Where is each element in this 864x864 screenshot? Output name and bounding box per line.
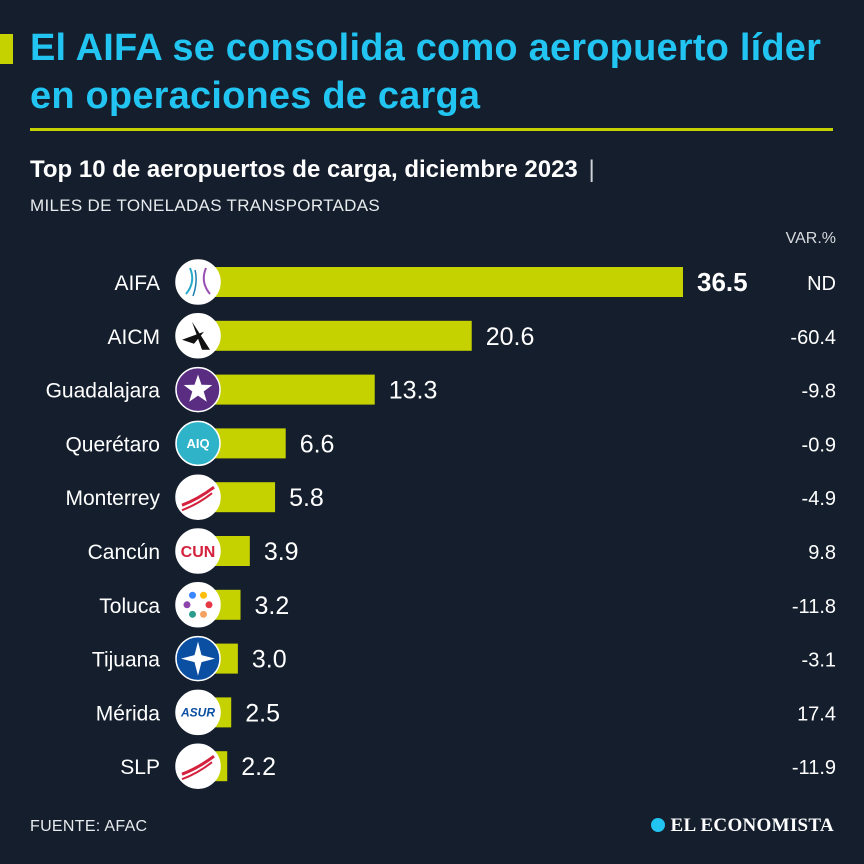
- subtitle-pipe: |: [588, 156, 595, 183]
- slp-logo-icon: [175, 743, 221, 789]
- category-label-3: Querétaro: [65, 433, 160, 456]
- category-label-1: AICM: [108, 326, 161, 349]
- category-label-8: Mérida: [96, 702, 161, 725]
- source-note: FUENTE: AFAC: [30, 818, 148, 835]
- variation-header: VAR.%: [785, 230, 836, 247]
- value-label-4: 5.8: [289, 484, 324, 512]
- value-label-5: 3.9: [264, 538, 299, 566]
- value-label-0: 36.5: [697, 267, 748, 297]
- variation-label-6: -11.8: [792, 596, 836, 618]
- bar-2: [198, 374, 375, 405]
- bar-1: [198, 320, 472, 351]
- brand-icon: [650, 818, 665, 832]
- value-label-1: 20.6: [486, 323, 535, 351]
- cancun-logo-text: CUN: [181, 544, 216, 561]
- units-label: MILES DE TONELADAS TRANSPORTADAS: [30, 196, 381, 215]
- category-label-0: AIFA: [114, 272, 160, 295]
- monterrey-logo-icon: [175, 474, 221, 520]
- value-label-2: 13.3: [389, 377, 438, 405]
- merida-logo-text: ASUR: [180, 706, 215, 720]
- bar-0: [198, 267, 683, 297]
- variation-label-2: -9.8: [802, 381, 836, 403]
- variation-label-1: -60.4: [790, 327, 836, 349]
- value-label-6: 3.2: [255, 592, 290, 620]
- merida-logo-icon: ASUR: [175, 689, 221, 736]
- variation-label-5: 9.8: [808, 542, 836, 564]
- tijuana-logo-icon: [175, 635, 221, 682]
- queretaro-logo-icon: AIQ: [175, 420, 221, 467]
- variation-label-0: ND: [807, 273, 836, 295]
- category-label-7: Tijuana: [92, 649, 160, 672]
- queretaro-logo-text: AIQ: [186, 436, 209, 451]
- category-label-5: Cancún: [88, 541, 160, 564]
- category-label-4: Monterrey: [65, 487, 160, 510]
- title-divider: [30, 128, 833, 131]
- aifa-logo-icon: [175, 259, 221, 305]
- value-label-9: 2.2: [241, 753, 276, 781]
- brand-name: EL ECONOMISTA: [670, 815, 834, 836]
- value-label-7: 3.0: [252, 646, 287, 674]
- category-label-9: SLP: [120, 756, 160, 779]
- toluca-logo-icon: [175, 582, 221, 628]
- guadalajara-logo-icon: [175, 366, 221, 413]
- chart-subtitle: Top 10 de aeropuertos de carga, diciembr…: [30, 156, 595, 184]
- title-accent-block: [0, 34, 13, 64]
- variation-label-7: -3.1: [802, 650, 836, 672]
- page-title: El AIFA se consolida como aeropuerto líd…: [30, 27, 822, 117]
- brand-logo: EL ECONOMISTA: [650, 815, 835, 837]
- variation-label-9: -11.9: [792, 757, 836, 779]
- value-label-8: 2.5: [245, 699, 280, 727]
- variation-label-3: -0.9: [802, 434, 836, 456]
- value-label-3: 6.6: [300, 430, 335, 458]
- category-label-2: Guadalajara: [46, 380, 161, 403]
- aicm-logo-icon: [175, 313, 221, 359]
- category-label-6: Toluca: [99, 595, 160, 618]
- variation-label-4: -4.9: [802, 488, 836, 510]
- cancun-logo-icon: CUN: [175, 528, 221, 574]
- variation-label-8: 17.4: [797, 703, 836, 725]
- chart-subtitle-text: Top 10 de aeropuertos de carga, diciembr…: [30, 156, 578, 183]
